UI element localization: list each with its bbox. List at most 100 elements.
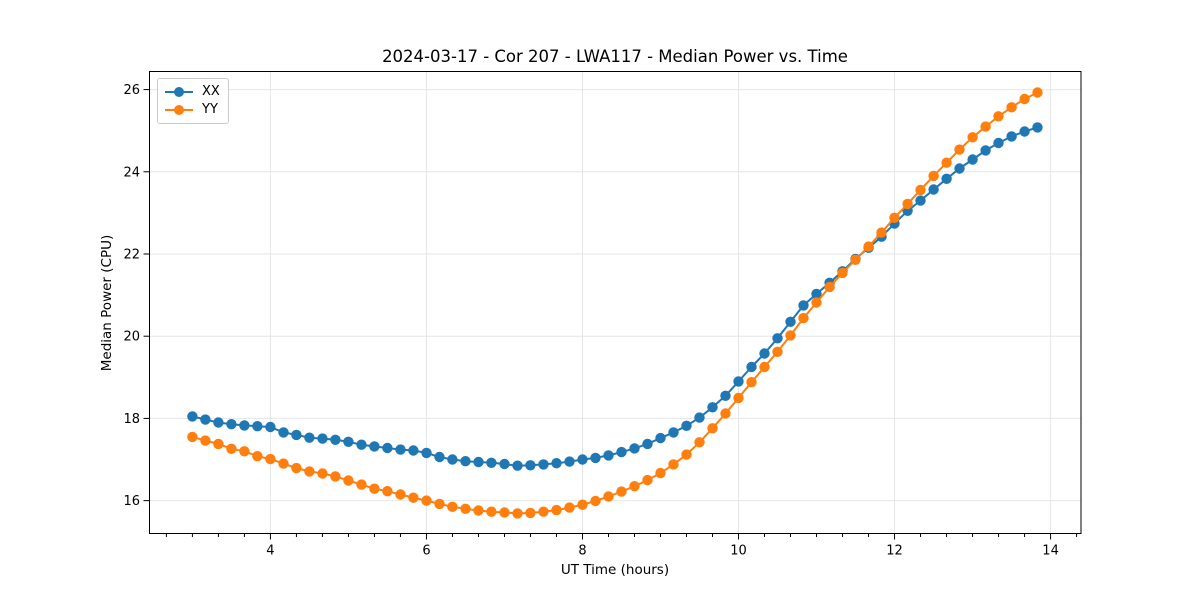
axes-spines (149, 71, 1082, 534)
series-xx-marker (343, 436, 354, 447)
series-yy-marker (850, 254, 861, 265)
series-xx-marker (499, 458, 510, 470)
y-tick-label: 16 (123, 494, 140, 509)
legend: XX YY (157, 78, 229, 124)
series-xx-marker (772, 333, 783, 344)
y-tick-label: 22 (123, 247, 140, 262)
chart-title: 2024-03-17 - Cor 207 - LWA117 - Median P… (382, 47, 848, 66)
legend-entry-xx: XX (164, 84, 220, 100)
series-yy-marker (967, 132, 978, 143)
series-yy-marker (187, 431, 198, 443)
series-xx-marker (434, 451, 445, 463)
series-yy-marker (694, 437, 705, 448)
x-tick-label: 4 (266, 544, 274, 559)
series-yy-marker (200, 435, 211, 446)
gridlines (149, 71, 1081, 534)
x-tick-label: 14 (1042, 544, 1059, 559)
series-yy-marker (772, 346, 783, 357)
legend-line-marker-xx-icon (164, 86, 194, 98)
legend-line-marker-yy-icon (164, 104, 194, 116)
legend-label-yy: YY (202, 102, 218, 117)
series-yy-marker (304, 466, 315, 477)
series-yy-marker (239, 446, 250, 457)
series-xx-marker (746, 361, 757, 373)
series-xx-marker (733, 376, 744, 387)
series-yy-marker (512, 508, 523, 519)
series-xx-marker (421, 447, 432, 459)
x-tick-label: 8 (578, 544, 586, 559)
series-yy-marker (382, 486, 393, 497)
series-xx-marker (356, 439, 367, 450)
series-yy-marker (798, 312, 809, 324)
series-yy-marker (928, 170, 939, 182)
series-yy-marker (356, 479, 367, 490)
series-xx-marker (447, 454, 458, 465)
series-yy-marker (616, 486, 627, 497)
series-xx-marker (564, 456, 575, 467)
series-yy-marker (343, 475, 354, 486)
series-yy-marker (473, 505, 484, 516)
series-yy-marker (746, 377, 757, 388)
series-yy-marker (811, 297, 822, 308)
series-xx-marker (759, 348, 770, 359)
series-yy-marker (486, 506, 497, 517)
series-yy-marker (252, 451, 263, 462)
series-yy-marker (330, 471, 341, 482)
series-xx-marker (265, 421, 276, 433)
series-xx-marker (668, 427, 679, 438)
series-xx-marker (655, 432, 666, 444)
series-yy-marker (564, 502, 575, 513)
y-tick-label: 24 (123, 165, 140, 180)
series-xx-marker (967, 154, 978, 165)
series-xx-marker (954, 163, 965, 174)
series-yy-marker (395, 489, 406, 500)
y-axis-label: Median Power (CPU) (99, 234, 115, 372)
series-yy-marker (577, 499, 588, 510)
series-yy-marker (876, 227, 887, 238)
series-xx-marker (811, 288, 822, 300)
series-xx-marker (382, 442, 393, 454)
series-xx-marker (330, 434, 341, 445)
series-yy-marker (863, 241, 874, 252)
series-yy-marker (421, 495, 432, 506)
series-xx-marker (486, 457, 497, 468)
series-yy-marker (434, 498, 445, 510)
axis-ticks (143, 89, 1078, 540)
series-yy-marker (525, 507, 536, 519)
series-yy-marker (655, 467, 666, 479)
series-xx-marker (460, 456, 471, 467)
series-yy-marker (902, 198, 913, 210)
series-xx-marker (720, 390, 731, 401)
series-xx-marker (395, 444, 406, 455)
series-yy-marker (941, 157, 952, 168)
series-xx-marker (1006, 131, 1017, 142)
series-xx-marker (642, 438, 653, 450)
series-yy-marker (824, 281, 835, 293)
series-yy-marker (759, 361, 770, 373)
series-yy-marker (785, 330, 796, 341)
series-yy-marker (642, 474, 653, 486)
series-xx-marker (980, 145, 991, 156)
series-yy-marker (668, 459, 679, 470)
series-xx-marker (915, 195, 926, 206)
series-yy-marker (590, 495, 601, 507)
series-yy-marker (1006, 102, 1017, 113)
x-tick-label: 10 (730, 544, 747, 559)
series-yy-marker (499, 507, 510, 518)
series-xx-marker (928, 184, 939, 195)
series-xx-marker (408, 445, 419, 456)
series-xx-marker (512, 460, 523, 471)
series-yy-marker (915, 184, 926, 196)
legend-label-xx: XX (202, 84, 220, 99)
series-xx-marker (1032, 122, 1043, 133)
series-yy-marker (408, 492, 419, 503)
y-tick-label: 26 (123, 83, 140, 98)
series-xx-marker (603, 450, 614, 461)
series-xx-marker (629, 443, 640, 454)
series-xx-marker (278, 427, 289, 438)
y-tick-label: 20 (123, 330, 140, 345)
series-xx-marker (291, 429, 302, 441)
series-yy-marker (317, 468, 328, 479)
series-yy-marker (720, 408, 731, 419)
